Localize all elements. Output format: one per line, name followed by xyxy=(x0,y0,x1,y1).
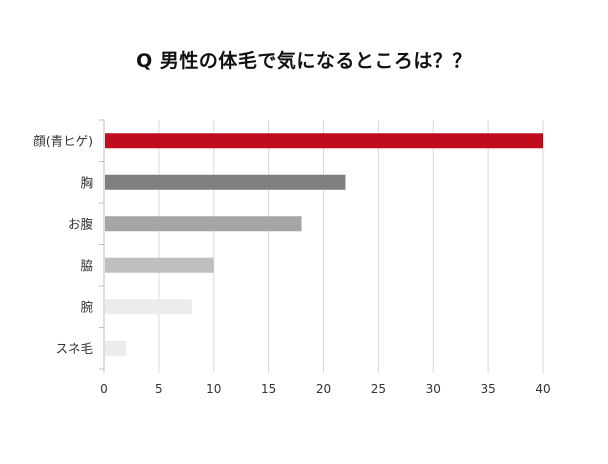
bar-2 xyxy=(105,216,302,232)
category-label-1: 胸 xyxy=(80,175,93,190)
chart-title: Q 男性の体毛で気になるところは？？ xyxy=(136,50,472,72)
bar-4 xyxy=(105,299,192,315)
x-tick-label-4: 20 xyxy=(316,382,331,396)
x-tick-label-8: 40 xyxy=(535,382,550,396)
category-label-0: 顔(青ヒゲ) xyxy=(33,133,93,148)
x-tick-label-2: 10 xyxy=(206,382,221,396)
bar-5 xyxy=(105,340,126,356)
bar-0 xyxy=(105,133,543,149)
category-label-5: スネ毛 xyxy=(55,341,93,356)
x-tick-label-0: 0 xyxy=(100,382,108,396)
bar-3 xyxy=(105,257,214,273)
bar-1 xyxy=(105,174,346,190)
x-tick-label-1: 5 xyxy=(155,382,163,396)
category-label-2: お腹 xyxy=(68,216,94,231)
x-tick-label-5: 25 xyxy=(371,382,386,396)
x-tick-label-7: 35 xyxy=(480,382,495,396)
category-label-4: 腕 xyxy=(80,299,93,314)
x-tick-label-6: 30 xyxy=(426,382,441,396)
x-tick-label-3: 15 xyxy=(261,382,276,396)
category-label-3: 脇 xyxy=(80,258,93,273)
